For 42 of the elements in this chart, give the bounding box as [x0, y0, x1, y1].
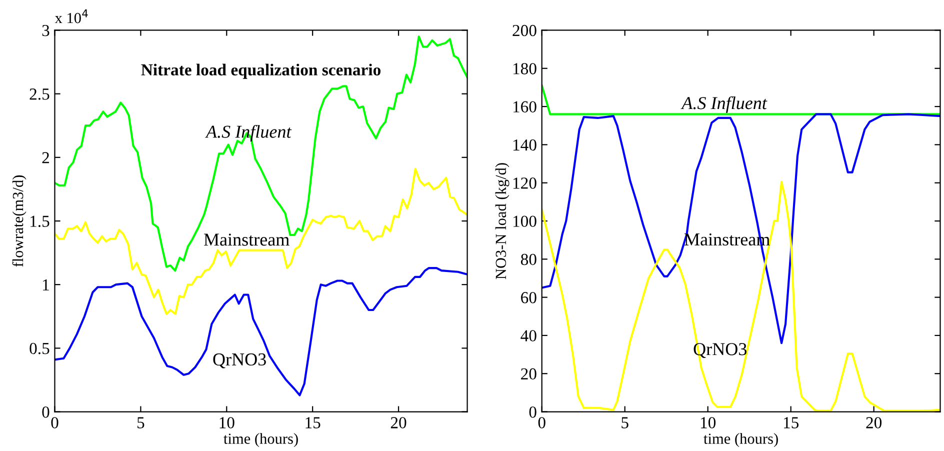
- y-tick-label: 200: [512, 24, 536, 36]
- y-tick-label: 60: [521, 292, 536, 304]
- y-tick-label: 140: [513, 139, 536, 151]
- annotation: A.S Influent: [205, 124, 292, 142]
- y-axis-title: flowrate(m3/d): [12, 175, 26, 267]
- line-series: [542, 113, 940, 344]
- y-tick-label: 1.5: [30, 216, 50, 228]
- y-tick-label: 160: [513, 101, 536, 112]
- annotation: QrNO3: [213, 353, 266, 368]
- y-tick-label: 0.5: [30, 342, 50, 354]
- x-tick-label: 10: [220, 417, 234, 428]
- line-series: [54, 168, 468, 315]
- y-tick-label: 2: [42, 152, 49, 164]
- x-tick-label: 15: [306, 417, 320, 428]
- annotation: A.S Influent: [680, 96, 768, 113]
- line-series: [54, 267, 468, 396]
- x-axis-title: time (hours): [224, 433, 298, 447]
- x-tick-label: 5: [137, 417, 144, 428]
- y-tick-label: 2.5: [30, 88, 50, 100]
- x-axis-title: time (hours): [704, 433, 778, 447]
- y-tick-label: 80: [520, 254, 536, 266]
- x-tick-label: 20: [866, 417, 882, 428]
- text: x 10$^{4}$: [54, 9, 88, 24]
- line-series: [54, 36, 468, 272]
- y-tick-label: 0: [529, 406, 536, 418]
- y-tick-label: 100: [513, 216, 536, 227]
- x-tick-label: 20: [390, 417, 406, 428]
- annotation: Mainstream: [204, 234, 290, 246]
- x-tick-label: 0: [538, 417, 546, 428]
- y-tick-label: 1: [43, 279, 49, 290]
- x-tick-label: 10: [700, 417, 716, 428]
- y-tick-label: 180: [513, 63, 536, 74]
- y-tick-label: 20: [521, 368, 536, 380]
- y-tick-label: 0: [42, 406, 50, 418]
- y-axis-title: NO3-N load (kg/d): [495, 163, 510, 280]
- y-tick-label: 40: [520, 330, 536, 342]
- x-tick-label: 5: [622, 417, 628, 428]
- text: Nitrate load equalization scenario: [141, 64, 381, 79]
- y-tick-label: 120: [513, 178, 536, 189]
- y-tick-label: 3: [42, 24, 50, 36]
- x-tick-label: 0: [51, 417, 58, 428]
- x-tick-label: 15: [784, 417, 799, 428]
